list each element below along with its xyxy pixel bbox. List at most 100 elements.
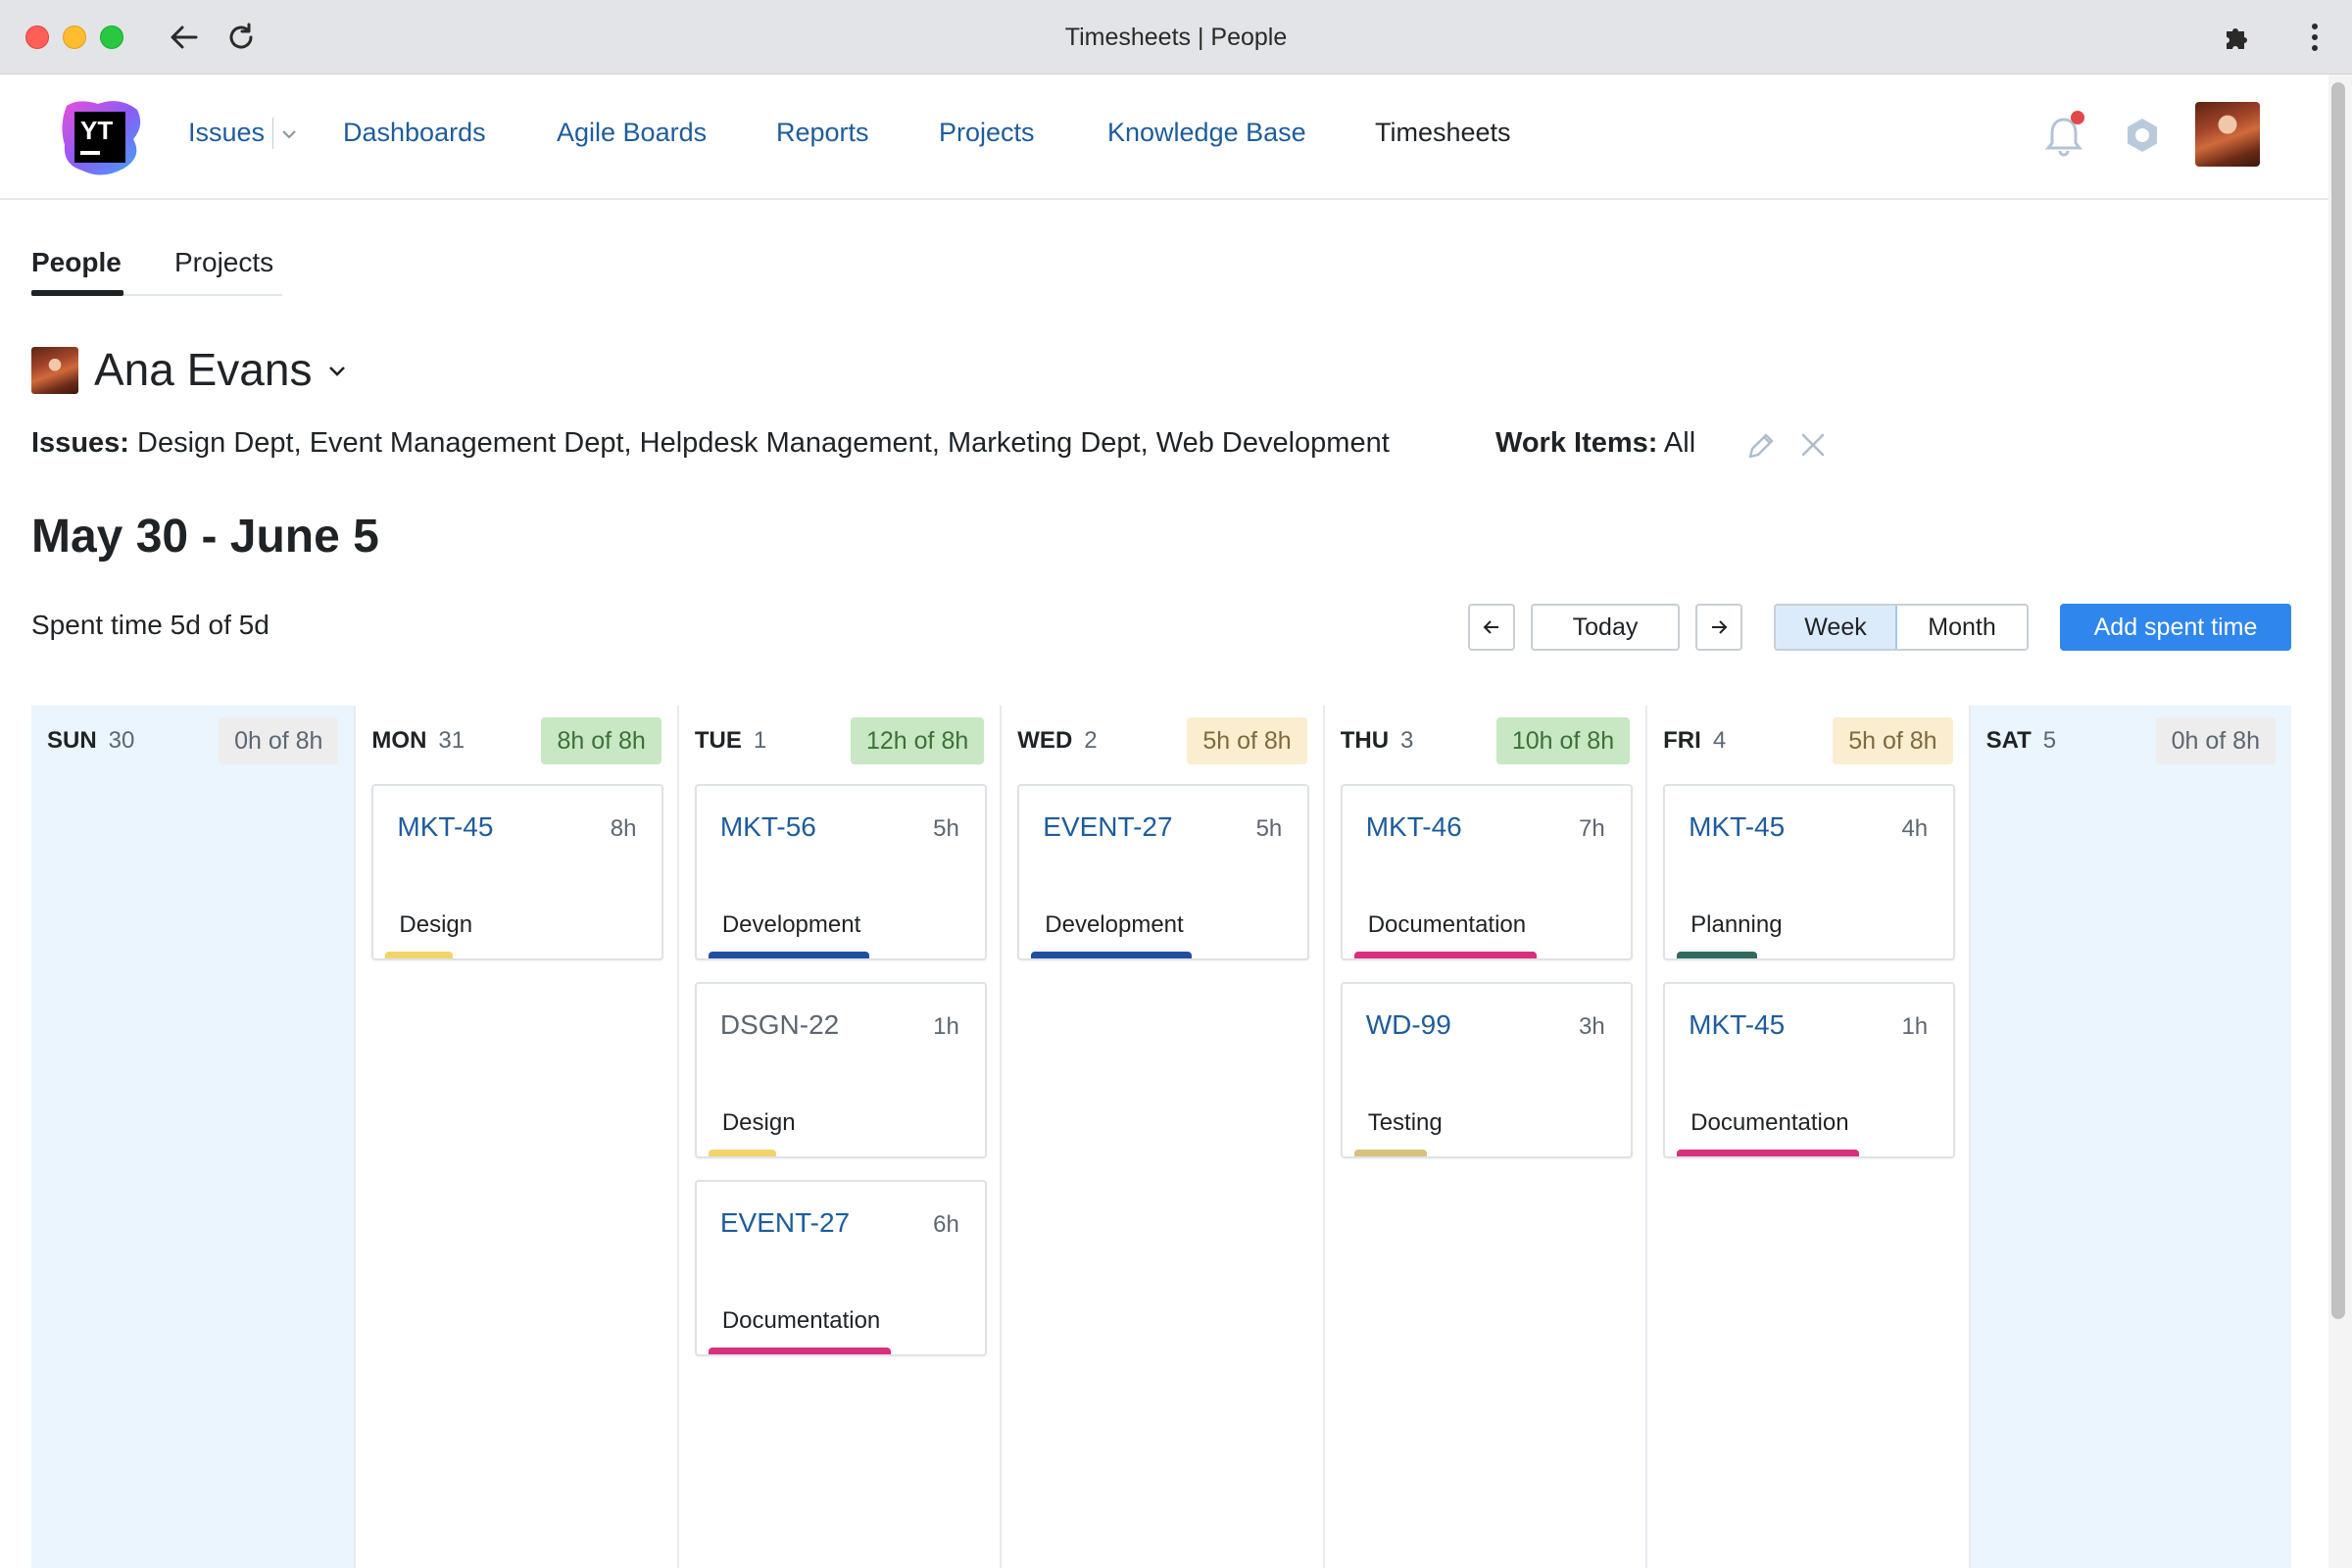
tab-projects[interactable]: Projects [174,247,274,277]
issue-id-link[interactable]: WD-99 [1365,1009,1451,1040]
day-number: 3 [1400,727,1414,754]
work-item-type: Design [399,911,473,938]
day-total-badge: 5h of 8h [1833,717,1953,764]
chevron-down-icon [329,367,345,376]
youtrack-logo[interactable]: YT [59,96,143,178]
nav-knowledge-base[interactable]: Knowledge Base [1107,118,1306,147]
nav-reports[interactable]: Reports [776,118,869,147]
work-item-hours: 3h [1579,1013,1605,1040]
issue-id-link[interactable]: MKT-56 [719,811,816,842]
day-number: 5 [2042,727,2057,754]
work-type-color-bar [1353,1150,1427,1156]
issue-id-link[interactable]: MKT-45 [1689,811,1786,842]
nav-agile-boards[interactable]: Agile Boards [557,118,708,147]
day-total-badge: 5h of 8h [1187,717,1307,764]
date-range-title: May 30 - June 5 [31,511,379,563]
work-type-color-bar [1353,952,1537,958]
settings-button[interactable] [2121,114,2164,157]
minimize-window-button[interactable] [63,25,86,49]
notifications-button[interactable] [2044,110,2087,159]
day-of-week: TUE [694,727,742,754]
view-switcher: Week Month [1774,604,2029,651]
issue-id-link[interactable]: MKT-45 [397,811,494,842]
user-avatar[interactable] [2195,102,2260,167]
clear-filter-button[interactable] [1799,431,1827,464]
issue-id-link[interactable]: MKT-45 [1689,1009,1786,1040]
work-items-filter-value: All [1663,427,1696,459]
work-item-card[interactable]: DSGN-22 1h Design [694,982,987,1158]
issue-id-link[interactable]: DSGN-22 [719,1009,840,1040]
issues-divider [272,118,273,149]
work-item-hours: 1h [933,1013,959,1040]
day-number: 4 [1712,727,1727,754]
issue-id-link[interactable]: MKT-46 [1365,811,1462,842]
work-item-type: Design [721,1109,796,1136]
add-spent-time-button[interactable]: Add spent time [2060,604,2291,651]
gear-icon [2128,119,2157,152]
reload-button[interactable] [221,18,261,57]
close-window-button[interactable] [25,25,49,49]
work-item-card[interactable]: MKT-45 8h Design [371,784,664,960]
bell-icon [2044,111,2084,157]
day-total-badge: 12h of 8h [851,717,985,764]
day-header: TUE 1 [695,727,766,755]
week-view-button[interactable]: Week [1776,606,1897,649]
work-item-card[interactable]: EVENT-27 5h Development [1017,784,1310,960]
day-of-week: FRI [1663,727,1701,754]
pencil-icon [1748,433,1774,459]
today-button[interactable]: Today [1531,604,1680,651]
maximize-window-button[interactable] [100,25,123,49]
work-type-color-bar [385,952,454,958]
work-item-hours: 1h [1901,1013,1929,1040]
selected-user-avatar [31,347,78,394]
work-item-card[interactable]: MKT-46 7h Documentation [1340,784,1633,960]
issues-dropdown-button[interactable] [280,125,298,148]
nav-timesheets[interactable]: Timesheets [1375,118,1511,147]
tab-people[interactable]: People [31,247,122,277]
page-scroll-thumb[interactable] [2331,82,2345,1319]
day-number: 1 [753,727,767,754]
work-item-card[interactable]: EVENT-27 6h Documentation [694,1180,987,1356]
work-item-hours: 6h [933,1211,959,1238]
work-item-hours: 5h [933,815,959,842]
issue-id-link[interactable]: EVENT-27 [1043,811,1173,842]
day-column-mon[interactable]: MON 31 8h of 8h MKT-45 8h Design [354,706,676,1568]
work-item-card[interactable]: MKT-45 4h Planning [1663,784,1956,960]
back-button[interactable] [165,18,204,57]
day-column-sat[interactable]: SAT 5 0h of 8h [1968,706,2291,1568]
day-of-week: THU [1340,727,1390,754]
day-total-badge: 10h of 8h [1495,717,1631,764]
work-item-hours: 8h [610,815,637,842]
timesheet-tabs: People Projects [31,231,282,296]
work-item-type: Documentation [1367,911,1527,938]
day-column-fri[interactable]: FRI 4 5h of 8h MKT-45 4h Planning MKT-45 1h Docu… [1645,706,1968,1568]
week-calendar: SUN 30 0h of 8h MON 31 8h of 8h MKT-45 8h Design… [31,706,2291,1568]
extensions-button[interactable] [2217,18,2256,57]
browser-menu-button[interactable] [2295,18,2334,57]
day-column-tue[interactable]: TUE 1 12h of 8h MKT-56 5h Development DSGN-22 1… [676,706,1000,1568]
previous-week-button[interactable] [1468,604,1515,651]
day-column-sun[interactable]: SUN 30 0h of 8h [31,706,355,1568]
work-type-color-bar [1677,1150,1860,1156]
nav-issues[interactable]: Issues [188,118,266,147]
day-column-thu[interactable]: THU 3 10h of 8h MKT-46 7h Documentation WD-99 3… [1322,706,1645,1568]
work-item-hours: 4h [1901,815,1929,842]
day-number: 30 [108,727,135,754]
nav-dashboards[interactable]: Dashboards [343,118,486,147]
work-item-card[interactable]: MKT-56 5h Development [694,784,987,960]
edit-filter-button[interactable] [1744,429,1778,467]
work-item-card[interactable]: MKT-45 1h Documentation [1663,982,1956,1158]
day-column-wed[interactable]: WED 2 5h of 8h EVENT-27 5h Development [1000,706,1322,1568]
day-header: MON 31 [371,727,465,755]
selected-user-name[interactable]: Ana Evans [94,344,313,395]
nav-projects[interactable]: Projects [939,118,1035,147]
next-week-button[interactable] [1695,604,1742,651]
day-header: SUN 30 [47,727,134,755]
browser-titlebar: Timesheets | People [0,0,2352,74]
day-header: SAT 5 [1986,727,2057,755]
issue-id-link[interactable]: EVENT-27 [719,1207,851,1238]
month-view-button[interactable]: Month [1928,612,1996,641]
user-selector-button[interactable] [325,359,349,387]
day-number: 2 [1084,727,1098,754]
work-item-card[interactable]: WD-99 3h Testing [1340,982,1633,1158]
